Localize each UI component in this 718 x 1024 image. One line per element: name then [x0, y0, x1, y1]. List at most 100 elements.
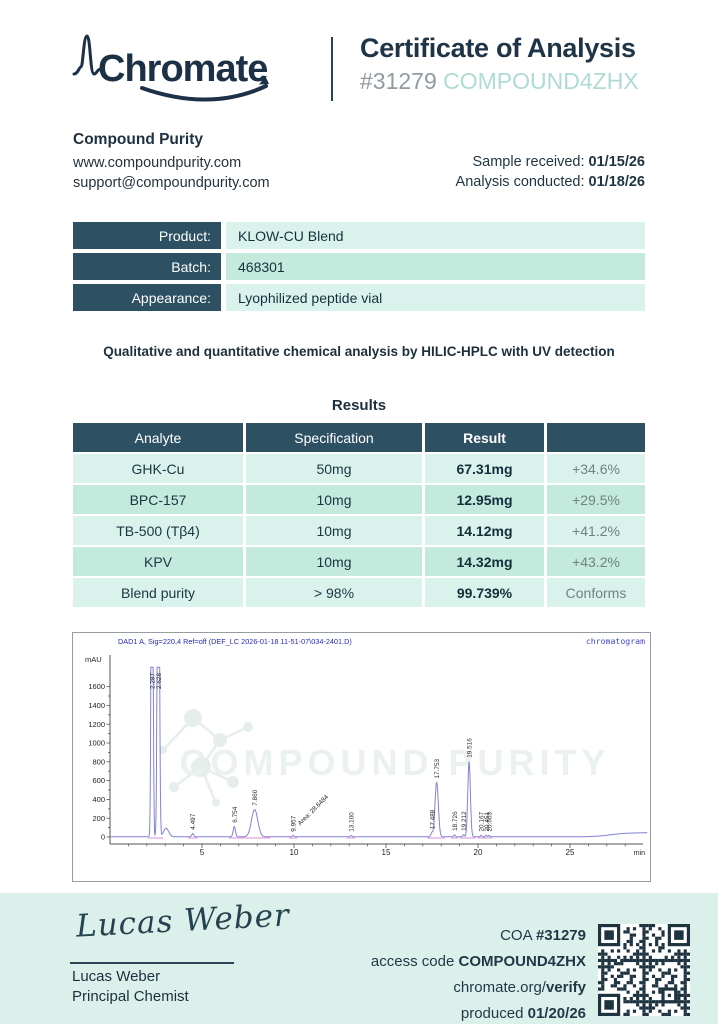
footer-access-code: COMPOUND4ZHX	[458, 953, 586, 970]
svg-text:600: 600	[92, 776, 105, 785]
svg-text:10: 10	[290, 848, 299, 857]
table-cell-result: 12.95mg	[425, 485, 544, 514]
appearance-label: Appearance:	[73, 284, 221, 311]
svg-text:18.726: 18.726	[452, 811, 459, 831]
table-cell-spec: 50mg	[246, 454, 422, 483]
table-cell-delta: +41.2%	[547, 516, 645, 545]
chromatogram-svg: COMPOUND PURITY 0 200 400 600 800 1000 1200 1400…	[85, 636, 648, 857]
col-result: Result	[425, 423, 544, 452]
table-cell-delta: +29.5%	[547, 485, 645, 514]
table-cell-result: 14.12mg	[425, 516, 544, 545]
method-statement: Qualitative and quantitative chemical an…	[103, 344, 615, 359]
coa-line: COA #31279	[500, 927, 586, 944]
batch-label: Batch:	[73, 253, 221, 280]
svg-text:20.167: 20.167	[479, 812, 486, 832]
chromate-logo: Chromate	[70, 26, 300, 113]
results-heading: Results	[331, 397, 387, 414]
product-label: Product:	[73, 222, 221, 249]
analysis-conducted-date: 01/18/26	[588, 174, 645, 190]
svg-text:15: 15	[382, 848, 391, 857]
svg-text:0: 0	[101, 833, 105, 842]
svg-text:1200: 1200	[88, 720, 105, 729]
svg-text:13.100: 13.100	[349, 812, 356, 832]
verify-url-bold: verify	[545, 979, 586, 996]
svg-text:400: 400	[92, 795, 105, 804]
signer-name: Lucas Weber	[72, 968, 161, 985]
verification-block: COA #31279 access code COMPOUND4ZHX chro…	[371, 923, 586, 1024]
svg-text:min: min	[634, 850, 645, 857]
col-specification: Specification	[246, 423, 422, 452]
svg-text:19.516: 19.516	[467, 738, 474, 758]
footer-coa-number: #31279	[535, 927, 586, 944]
table-cell-result: 99.739%	[425, 578, 544, 607]
swoosh-arrowhead-icon	[259, 76, 269, 85]
svg-text:6.754: 6.754	[232, 806, 239, 822]
svg-text:1600: 1600	[88, 682, 105, 691]
page-title: Certificate of Analysis	[360, 33, 636, 63]
appearance-value: Lyophilized peptide vial	[226, 284, 645, 311]
header-divider	[331, 37, 333, 101]
produced-date: 01/20/26	[527, 1005, 586, 1022]
svg-text:COMPOUND PURITY: COMPOUND PURITY	[179, 742, 610, 783]
table-cell-spec: 10mg	[246, 485, 422, 514]
company-contact: Compound Purity www.compoundpurity.com s…	[73, 131, 270, 193]
table-cell-analyte: GHK-Cu	[73, 454, 243, 483]
svg-text:DAD1 A, Sig=220,4 Ref=off (DEF: DAD1 A, Sig=220,4 Ref=off (DEF_LC 2026-0…	[118, 637, 352, 646]
qr-code	[598, 924, 690, 1016]
svg-text:20: 20	[474, 848, 483, 857]
svg-text:1000: 1000	[88, 739, 105, 748]
svg-text:20.603: 20.603	[487, 812, 494, 832]
table-cell-analyte: BPC-157	[73, 485, 243, 514]
svg-text:chromatogram: chromatogram	[586, 636, 645, 646]
batch-value: 468301	[226, 253, 645, 280]
coa-subtitle: #31279 COMPOUND4ZHX	[360, 68, 639, 95]
table-cell-delta: +34.6%	[547, 454, 645, 483]
sample-received-line: Sample received: 01/15/26	[472, 154, 645, 170]
company-website: www.compoundpurity.com	[73, 155, 242, 171]
svg-text:17.753: 17.753	[434, 759, 441, 779]
signature: Lucas Weber	[75, 897, 291, 945]
svg-text:25: 25	[566, 848, 575, 857]
table-cell-result: 14.32mg	[425, 547, 544, 576]
sample-dates: Sample received: 01/15/26 Analysis condu…	[456, 152, 645, 193]
svg-text:800: 800	[92, 757, 105, 766]
svg-text:mAU: mAU	[85, 655, 102, 664]
footer-band: Lucas Weber Lucas Weber Principal Chemis…	[0, 893, 718, 1024]
table-cell-result: 67.31mg	[425, 454, 544, 483]
table-cell-delta: +43.2%	[547, 547, 645, 576]
table-cell-analyte: TB-500 (Tβ4)	[73, 516, 243, 545]
svg-text:5: 5	[200, 848, 205, 857]
chromatogram: COMPOUND PURITY 0 200 400 600 800 1000 1200 1400…	[72, 632, 651, 882]
svg-text:2.628: 2.628	[156, 673, 163, 689]
access-code-line: access code COMPOUND4ZHX	[370, 953, 586, 970]
col-analyte: Analyte	[73, 423, 243, 452]
svg-text:9.957: 9.957	[291, 815, 298, 831]
table-cell-analyte: KPV	[73, 547, 243, 576]
product-value: KLOW-CU Blend	[226, 222, 645, 249]
signer-role: Principal Chemist	[72, 988, 189, 1005]
signature-underline	[70, 962, 234, 964]
table-cell-delta: Conforms	[547, 578, 645, 607]
svg-text:20.451: 20.451	[484, 812, 491, 832]
table-cell-spec: 10mg	[246, 516, 422, 545]
company-block: Compound Purity www.compoundpurity.com s…	[73, 131, 645, 193]
svg-text:17.488: 17.488	[429, 809, 436, 829]
product-info-table: Product: KLOW-CU Blend Batch: 468301 App…	[73, 222, 645, 311]
svg-text:200: 200	[92, 814, 105, 823]
peak-icon	[72, 34, 103, 76]
company-email: support@compoundpurity.com	[73, 175, 270, 191]
results-table: Analyte Specification Result GHK-Cu 50mg…	[73, 423, 645, 607]
swoosh-icon	[140, 84, 268, 102]
svg-text:7.860: 7.860	[252, 789, 259, 805]
svg-text:Area: 28.6484: Area: 28.6484	[297, 793, 331, 827]
analysis-conducted-line: Analysis conducted: 01/18/26	[455, 174, 645, 190]
verify-url-line: chromate.org/verify	[453, 979, 586, 996]
coa-number: #31279	[360, 68, 437, 94]
access-code: COMPOUND4ZHX	[443, 68, 639, 94]
table-cell-spec: 10mg	[246, 547, 422, 576]
svg-text:2.287: 2.287	[150, 673, 157, 689]
svg-text:4.497: 4.497	[190, 813, 197, 829]
brand-name: Chromate	[98, 48, 267, 90]
svg-text:19.212: 19.212	[461, 811, 468, 831]
